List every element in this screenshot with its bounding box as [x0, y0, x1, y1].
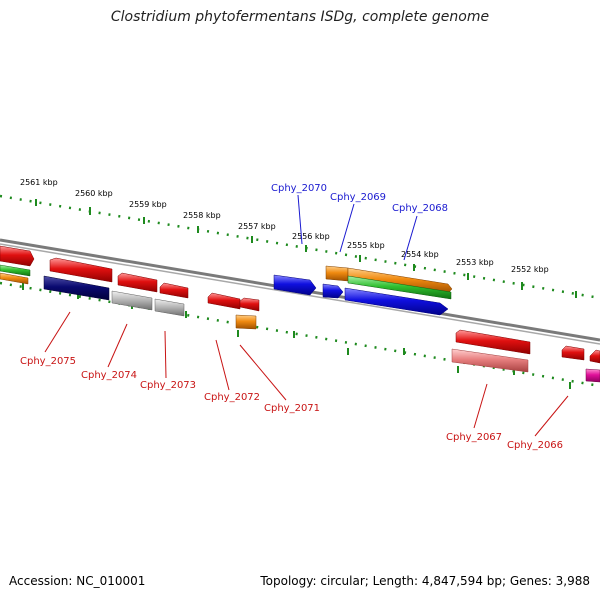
gene-arrow[interactable]: [0, 245, 35, 267]
gene-label-cphy-2070[interactable]: Cphy_2070: [271, 183, 327, 194]
outer-scale-line: [0, 194, 600, 300]
topology-text: Topology: circular; Length: 4,847,594 bp…: [260, 574, 590, 588]
gene-label-cphy-2073[interactable]: Cphy_2073: [140, 380, 196, 391]
reverse-strand-genes: [43, 275, 600, 383]
inner-scale-line: [0, 281, 600, 388]
gene-label-cphy-2068[interactable]: Cphy_2068: [392, 203, 448, 214]
kbp-label: 2557 kbp: [238, 222, 276, 231]
gene-arrow[interactable]: [159, 282, 189, 299]
gene-arrow[interactable]: [561, 345, 585, 361]
gene-arrow[interactable]: [347, 275, 452, 300]
gene-arrow[interactable]: [589, 349, 600, 364]
gene-arrow-cphy-2075[interactable]: [43, 275, 110, 301]
gene-label-cphy-2074[interactable]: Cphy_2074: [81, 370, 137, 381]
gene-label-cphy-2075[interactable]: Cphy_2075: [20, 356, 76, 367]
gene-label-cphy-2069[interactable]: Cphy_2069: [330, 192, 386, 203]
kbp-label: 2561 kbp: [20, 178, 58, 187]
kbp-label: 2552 kbp: [511, 265, 549, 274]
kbp-labels: 2561 kbp 2560 kbp 2559 kbp 2558 kbp 2557…: [20, 178, 549, 274]
gene-arrow[interactable]: [239, 297, 260, 312]
gene-arrow[interactable]: [322, 283, 344, 299]
gene-arrow[interactable]: [207, 292, 241, 310]
kbp-label: 2556 kbp: [292, 232, 330, 241]
gene-arrow-cphy-2067[interactable]: [451, 348, 529, 373]
gene-arrow-cphy-2074[interactable]: [111, 290, 153, 311]
gene-arrow[interactable]: [325, 265, 349, 282]
kbp-label: 2553 kbp: [456, 258, 494, 267]
gene-arrow-cphy-2073[interactable]: [154, 298, 185, 317]
gene-label-cphy-2067[interactable]: Cphy_2067: [446, 432, 502, 443]
gene-arrow[interactable]: [117, 272, 158, 293]
kbp-label: 2559 kbp: [129, 200, 167, 209]
kbp-label: 2558 kbp: [183, 211, 221, 220]
forward-strand-genes: [0, 245, 453, 330]
gene-label-cphy-2072[interactable]: Cphy_2072: [204, 392, 260, 403]
gene-arrow-cphy-2067-red[interactable]: [455, 329, 531, 355]
gene-arrow[interactable]: [49, 257, 113, 283]
kbp-label: 2554 kbp: [401, 250, 439, 259]
kbp-label: 2555 kbp: [347, 241, 385, 250]
gene-arrow[interactable]: [235, 314, 257, 330]
gene-arrow[interactable]: [0, 272, 29, 285]
gene-label-cphy-2066[interactable]: Cphy_2066: [507, 440, 563, 451]
map-title: Clostridium phytofermentans ISDg, comple…: [110, 9, 490, 25]
gene-arrow[interactable]: [0, 264, 31, 277]
gene-arrow-cphy-2068[interactable]: [344, 287, 449, 316]
red-leader-lines: [44, 311, 569, 437]
outer-major-ticks: [35, 199, 577, 298]
kbp-label: 2560 kbp: [75, 189, 113, 198]
blue-leader-lines: [297, 194, 418, 261]
gene-labels: Cphy_2070 Cphy_2069 Cphy_2068 Cphy_2075 …: [20, 183, 563, 451]
gene-arrow-cphy-2066[interactable]: [585, 368, 600, 383]
gene-label-cphy-2071[interactable]: Cphy_2071: [264, 403, 320, 414]
accession-text: Accession: NC_010001: [9, 574, 146, 588]
gene-arrow-cphy-2070[interactable]: [273, 274, 317, 296]
